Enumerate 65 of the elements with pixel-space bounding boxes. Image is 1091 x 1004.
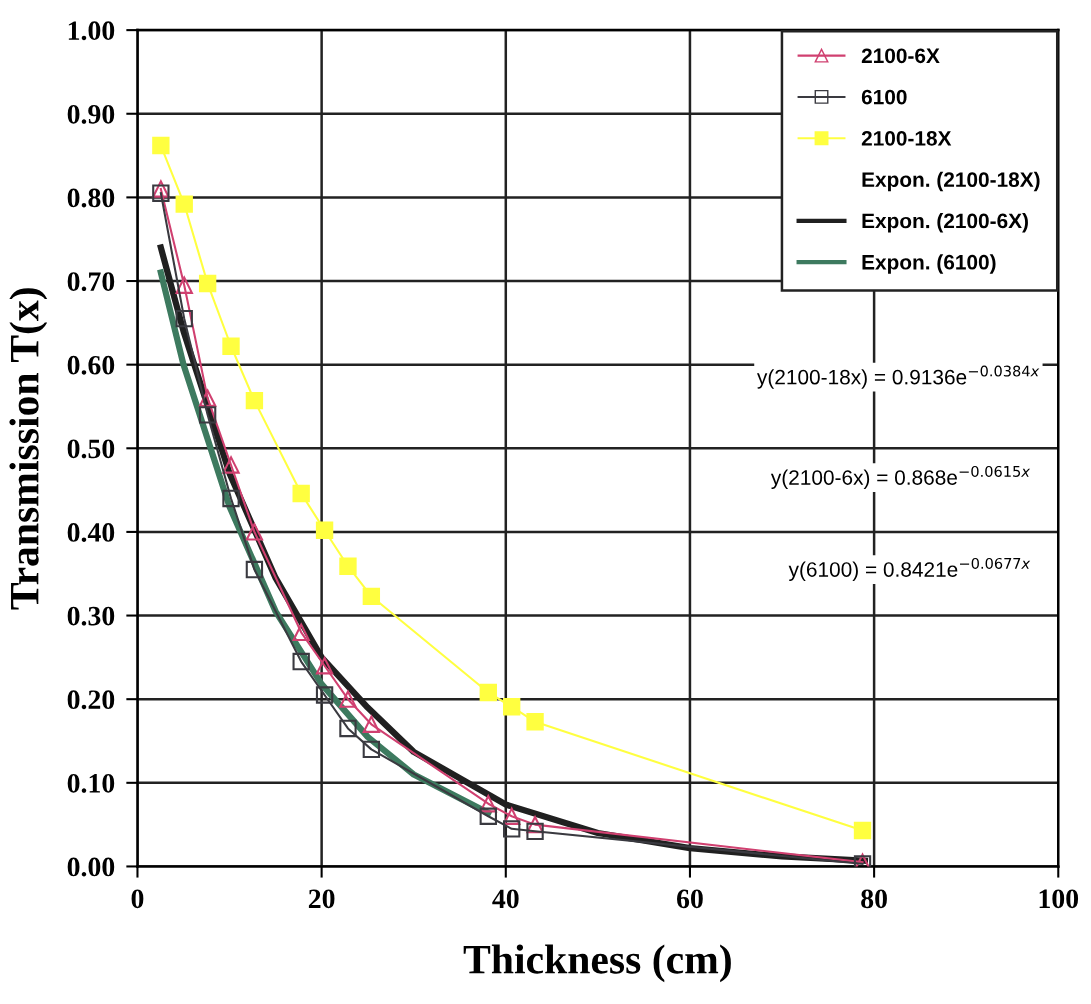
y-tick-label: 1.00 <box>68 21 115 41</box>
point <box>362 587 381 605</box>
point <box>362 715 381 733</box>
y-tick-label: 0.70 <box>67 272 115 292</box>
point <box>175 309 193 328</box>
point <box>479 795 497 813</box>
point <box>339 719 357 738</box>
point <box>339 690 357 708</box>
point <box>152 184 170 202</box>
point <box>292 623 310 641</box>
point <box>503 807 521 825</box>
legend-label: 2100-6X <box>861 48 940 64</box>
point <box>245 523 264 541</box>
point <box>315 657 334 675</box>
legend-label: Expon. (2100-6X) <box>862 213 1028 233</box>
legend-label: 2100-18X <box>861 130 952 146</box>
point <box>526 815 544 834</box>
x-tick-label: 20 <box>308 889 335 909</box>
legend-label: Expon. (6100) <box>862 254 996 274</box>
point <box>175 276 193 294</box>
y-tick-label: 0.40 <box>67 523 115 542</box>
y-tick-label: 0.20 <box>67 690 115 710</box>
y-tick-label: 0.90 <box>67 104 115 124</box>
annotation: y(2100-18x) = 0.9136e$^{−0.0384x}$ <box>756 365 1040 389</box>
legend-label: 6100 <box>861 89 907 105</box>
point <box>245 560 264 579</box>
x-tick-label: 100 <box>1039 889 1079 909</box>
annotation: y(2100-6x) = 0.868e$^{−0.0615x}$ <box>770 465 1031 490</box>
point <box>526 713 544 731</box>
y-axis-title: Transmission T(x) <box>9 288 48 610</box>
point <box>152 180 170 198</box>
point <box>526 822 544 841</box>
y-tick-label: 0.60 <box>67 355 115 375</box>
point <box>175 195 193 213</box>
point <box>362 740 381 759</box>
x-tick-label: 60 <box>677 889 703 909</box>
point <box>315 686 334 704</box>
point <box>853 821 872 840</box>
point <box>292 484 310 503</box>
x-tick-label: 80 <box>861 889 887 909</box>
point <box>292 652 310 671</box>
y-tick-label: 0.50 <box>67 439 115 459</box>
y-tick-label: 0.00 <box>67 857 115 877</box>
point <box>222 489 240 508</box>
point <box>479 683 497 702</box>
point <box>503 698 521 716</box>
point <box>152 136 170 155</box>
point <box>245 391 264 410</box>
point <box>198 389 217 407</box>
annotation: y(6100) = 0.8421e$^{−0.0677x}$ <box>788 557 1031 582</box>
y-tick-label: 0.80 <box>67 188 115 208</box>
x-tick-label: 0 <box>131 889 144 909</box>
x-axis-title: Thickness (cm) <box>463 944 731 983</box>
point <box>479 807 497 825</box>
point <box>222 337 240 355</box>
point <box>198 274 217 293</box>
point <box>315 521 334 539</box>
y-tick-label: 0.30 <box>67 606 115 626</box>
point <box>198 406 217 424</box>
y-tick-label: 0.10 <box>67 773 115 793</box>
x-tick-label: 40 <box>492 889 519 909</box>
point <box>339 557 357 575</box>
text: Expon. (2100-18X) <box>862 171 1040 192</box>
point <box>222 456 240 474</box>
point <box>503 820 521 838</box>
